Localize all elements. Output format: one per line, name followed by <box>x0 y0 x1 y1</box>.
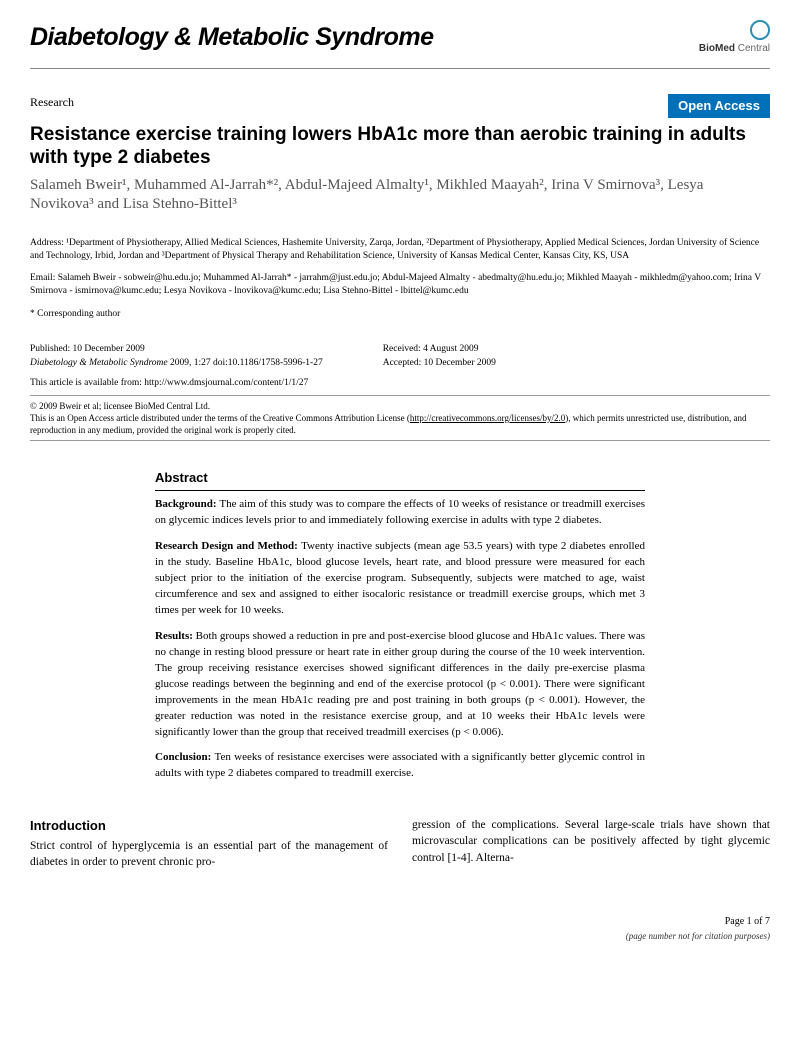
license-box: © 2009 Bweir et al; licensee BioMed Cent… <box>30 395 770 441</box>
copyright-line: © 2009 Bweir et al; licensee BioMed Cent… <box>30 400 770 412</box>
body-text: Introduction Strict control of hyperglyc… <box>30 817 770 869</box>
received-date: Received: 4 August 2009 <box>383 343 496 356</box>
page-number-note: (page number not for citation purposes) <box>30 930 770 943</box>
accepted-date: Accepted: 10 December 2009 <box>383 357 496 370</box>
article-meta-row: Research Open Access <box>30 94 770 118</box>
page-number: Page 1 of 7 <box>30 915 770 929</box>
corresponding-author-note: * Corresponding author <box>30 308 770 321</box>
intro-text-left: Strict control of hyperglycemia is an es… <box>30 840 388 868</box>
article-title: Resistance exercise training lowers HbA1… <box>30 124 770 170</box>
author-list: Salameh Bweir¹, Muhammed Al-Jarrah*², Ab… <box>30 176 770 215</box>
biomed-circle-icon <box>750 20 770 40</box>
journal-title: Diabetology & Metabolic Syndrome <box>30 20 434 55</box>
body-col-left: Introduction Strict control of hyperglyc… <box>30 817 388 869</box>
intro-heading: Introduction <box>30 817 388 835</box>
license-text: This is an Open Access article distribut… <box>30 412 770 436</box>
published-date: Published: 10 December 2009 <box>30 343 323 356</box>
abstract-background: Background: The aim of this study was to… <box>155 497 645 529</box>
journal-header: Diabetology & Metabolic Syndrome BioMed … <box>30 20 770 69</box>
abstract-results: Results: Both groups showed a reduction … <box>155 629 645 741</box>
intro-text-right: gression of the complications. Several l… <box>412 819 770 863</box>
page-footer: Page 1 of 7 (page number not for citatio… <box>30 915 770 943</box>
abstract-heading: Abstract <box>155 469 645 491</box>
publisher-logo: BioMed Central <box>699 20 770 56</box>
open-access-badge: Open Access <box>668 94 770 118</box>
affiliations: Address: ¹Department of Physiotherapy, A… <box>30 237 770 263</box>
author-emails: Email: Salameh Bweir - sobweir@hu.edu.jo… <box>30 272 770 298</box>
license-link[interactable]: http://creativecommons.org/licenses/by/2… <box>410 413 565 423</box>
availability-url: This article is available from: http://w… <box>30 377 770 390</box>
body-col-right: gression of the complications. Several l… <box>412 817 770 869</box>
publisher-suffix: Central <box>735 43 770 54</box>
publisher-prefix: BioMed <box>699 43 735 54</box>
citation: Diabetology & Metabolic Syndrome 2009, 1… <box>30 357 323 370</box>
article-type: Research <box>30 94 74 111</box>
publication-dates: Published: 10 December 2009 Diabetology … <box>30 343 770 372</box>
abstract-conclusion: Conclusion: Ten weeks of resistance exer… <box>155 750 645 782</box>
abstract-methods: Research Design and Method: Twenty inact… <box>155 539 645 619</box>
abstract: Abstract Background: The aim of this stu… <box>155 469 645 782</box>
